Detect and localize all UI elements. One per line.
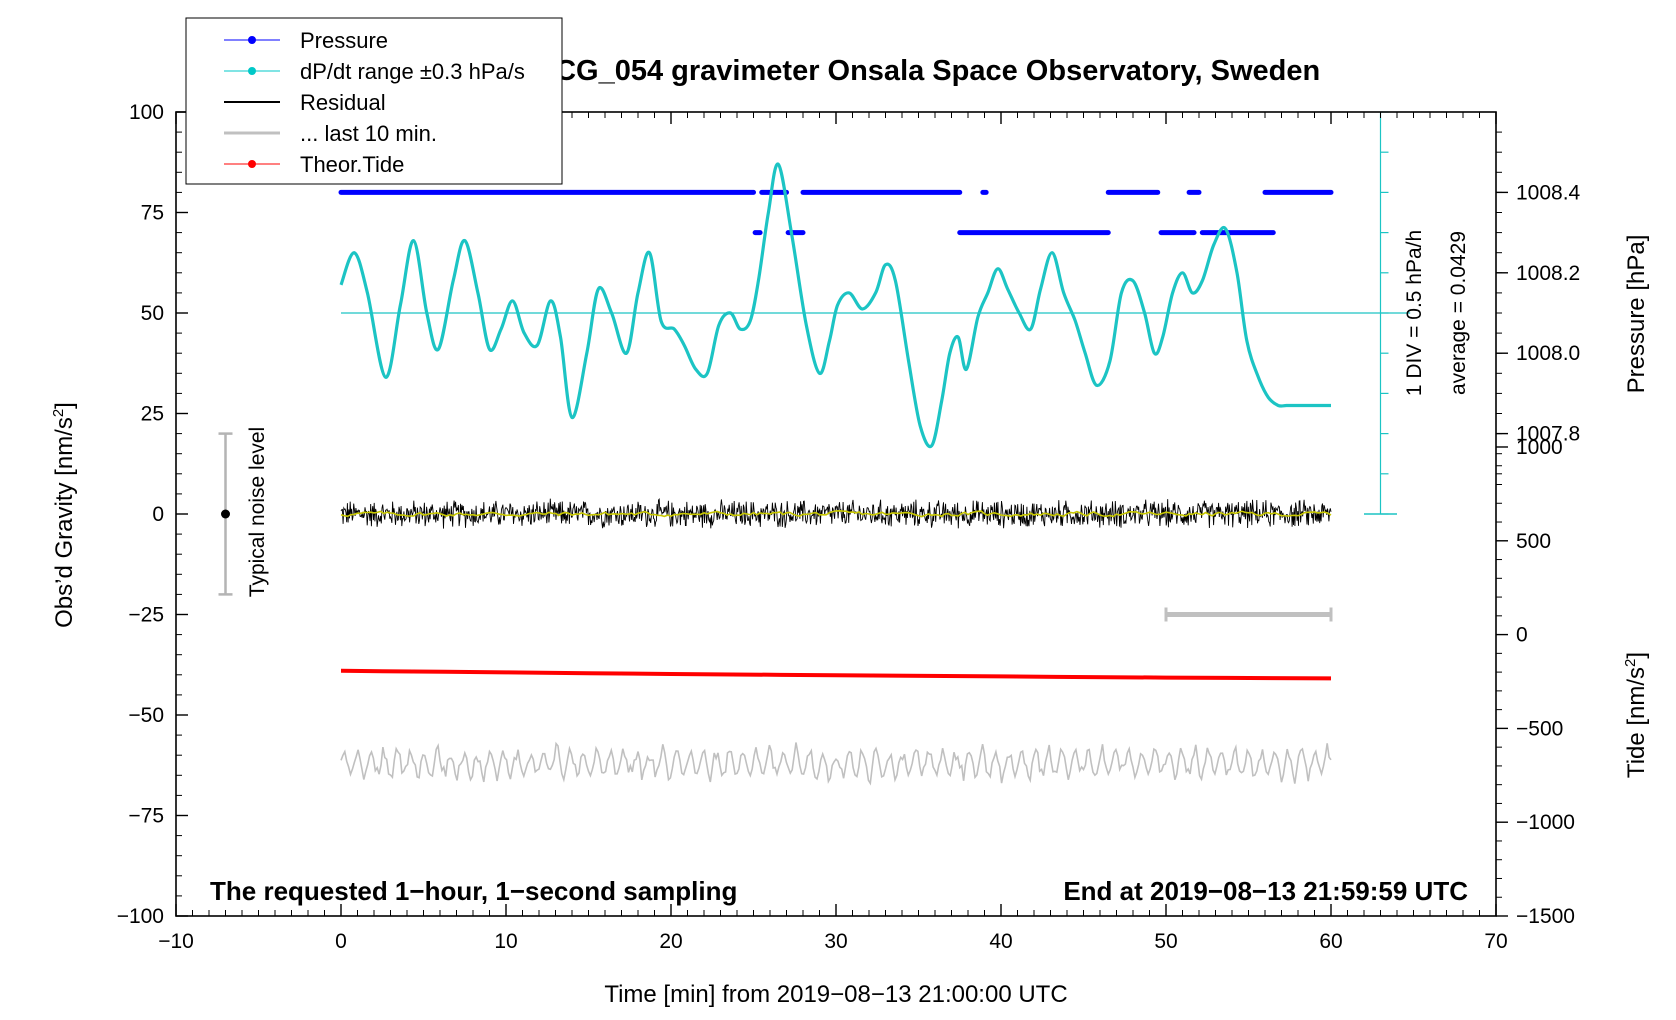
tide-tick-label: 500 (1516, 530, 1551, 553)
x-axis-label: Time [min] from 2019−08−13 21:00:00 UTC (604, 981, 1067, 1008)
x-tick-label: 60 (1319, 930, 1342, 953)
noise-level-label: Typical noise level (246, 427, 269, 597)
y-tick-label: −25 (128, 604, 164, 627)
chart-title: SCG_054 gravimeter Onsala Space Observat… (536, 55, 1320, 87)
dpdt-div-label: 1 DIV = 0.5 hPa/h (1403, 230, 1426, 396)
y-tick-label: 75 (141, 202, 164, 225)
y-tick-label: −50 (128, 704, 164, 727)
x-tick-label: −10 (158, 930, 194, 953)
legend: Pressure dP/dt range ±0.3 hPa/s Residual… (185, 17, 563, 185)
series-layer (218, 111, 1411, 786)
noise-bar-center (221, 509, 230, 519)
ticks-layer: −10 0 10 20 30 40 50 60 70−100−75−50−25025507510… (117, 101, 1581, 953)
annotation-end-time: End at 2019−08−13 21:59:59 UTC (1063, 876, 1468, 906)
dpdt-line (339, 162, 1331, 449)
x-tick-label: 50 (1154, 930, 1177, 953)
pressure-tick-label: 1008.0 (1516, 342, 1580, 365)
legend-entry-residual: Residual (224, 90, 386, 115)
y-axis-label-left: Obs’d Gravity [nm/s2] (50, 402, 78, 628)
legend-label-tide: Theor.Tide (300, 152, 404, 177)
y-tick-label: −75 (128, 805, 164, 828)
legend-entry-dpdt: dP/dt range ±0.3 hPa/s (224, 59, 525, 84)
y-tick-label: 0 (152, 503, 164, 526)
x-tick-label: 40 (989, 930, 1012, 953)
legend-label-pressure: Pressure (300, 28, 388, 53)
tide-tick-label: −1500 (1516, 905, 1575, 928)
tide-line (340, 668, 1332, 681)
pressure-tick-label: 1008.2 (1516, 262, 1580, 285)
pressure-tick-label: 1008.4 (1516, 181, 1581, 204)
residual-smooth-line (340, 509, 1332, 518)
legend-entry-last10: ... last 10 min. (224, 121, 437, 146)
tide-tick-label: 1000 (1516, 436, 1563, 459)
x-tick-label: 10 (494, 930, 517, 953)
legend-marker-pressure (248, 36, 256, 44)
legend-entry-pressure: Pressure (224, 28, 388, 53)
legend-entry-tide: Theor.Tide (224, 152, 404, 177)
residual-line (340, 497, 1332, 529)
legend-label-last10: ... last 10 min. (300, 121, 437, 146)
x-tick-label: 70 (1484, 930, 1507, 953)
y-tick-label: −100 (117, 905, 164, 928)
tide-tick-label: 0 (1516, 624, 1528, 647)
tide-tick-label: −500 (1516, 717, 1563, 740)
y-axis-label-pressure: Pressure [hPa] (1623, 235, 1650, 394)
x-tick-label: 30 (824, 930, 847, 953)
last10-line (340, 741, 1332, 786)
y-tick-label: 25 (141, 403, 164, 426)
legend-marker-tide (248, 160, 256, 168)
annotation-sampling: The requested 1−hour, 1−second sampling (210, 876, 737, 906)
legend-label-dpdt: dP/dt range ±0.3 hPa/s (300, 59, 525, 84)
x-tick-label: 0 (335, 930, 347, 953)
pressure-tick-label: 1007.8 (1516, 423, 1580, 446)
y-tick-label: 100 (129, 101, 164, 124)
legend-label-residual: Residual (300, 90, 386, 115)
x-tick-label: 20 (659, 930, 682, 953)
y-axis-label-tide: Tide [nm/s2] (1622, 652, 1650, 778)
dpdt-average-label: average = 0.0429 (1447, 231, 1470, 395)
tide-tick-label: −1000 (1516, 811, 1575, 834)
y-tick-label: 50 (141, 302, 164, 325)
legend-marker-dpdt (248, 67, 256, 75)
